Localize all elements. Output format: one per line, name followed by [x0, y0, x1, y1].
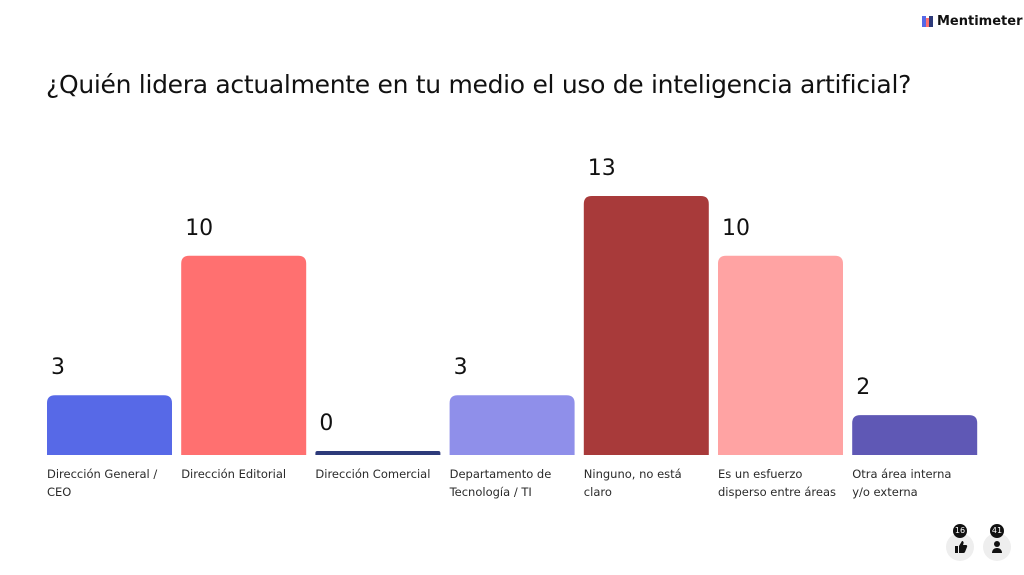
- bar: [718, 255, 843, 455]
- person-icon: [992, 541, 1002, 553]
- bar: [449, 395, 575, 455]
- bar: [852, 415, 978, 455]
- category-label: Ninguno, no está claro: [583, 467, 682, 499]
- value-label: 13: [587, 156, 616, 181]
- participants-count: 41: [990, 524, 1004, 538]
- value-label: 10: [722, 215, 750, 241]
- category-label: Dirección Editorial: [181, 467, 287, 481]
- brand: Mentimeter: [922, 14, 1022, 29]
- value-label: 3: [51, 355, 65, 381]
- category-label: Dirección Comercial: [315, 467, 431, 481]
- value-label: 0: [319, 411, 334, 436]
- value-label: 3: [453, 355, 468, 381]
- value-label: 2: [856, 375, 871, 401]
- brand-name: Mentimeter: [937, 14, 1023, 29]
- category-label: Dirección General / CEO: [47, 467, 158, 499]
- bar: [315, 451, 441, 455]
- value-label: 10: [185, 215, 214, 241]
- reactions-button[interactable]: 16: [946, 524, 974, 561]
- bar: [47, 395, 172, 455]
- category-label: Departamento de Tecnología / TI: [449, 467, 552, 499]
- reactions-count: 16: [953, 524, 967, 538]
- brand-logo: [922, 16, 933, 27]
- chart-title: ¿Quién lidera actualmente en tu medio el…: [46, 70, 912, 99]
- bar: [181, 255, 307, 455]
- category-label: Es un esfuerzo disperso entre áreas: [718, 467, 836, 499]
- category-label: Otra área interna y/o externa: [852, 467, 952, 499]
- bar: [583, 196, 709, 455]
- thumb-icon: [955, 541, 968, 553]
- participants-button[interactable]: 41: [983, 524, 1011, 561]
